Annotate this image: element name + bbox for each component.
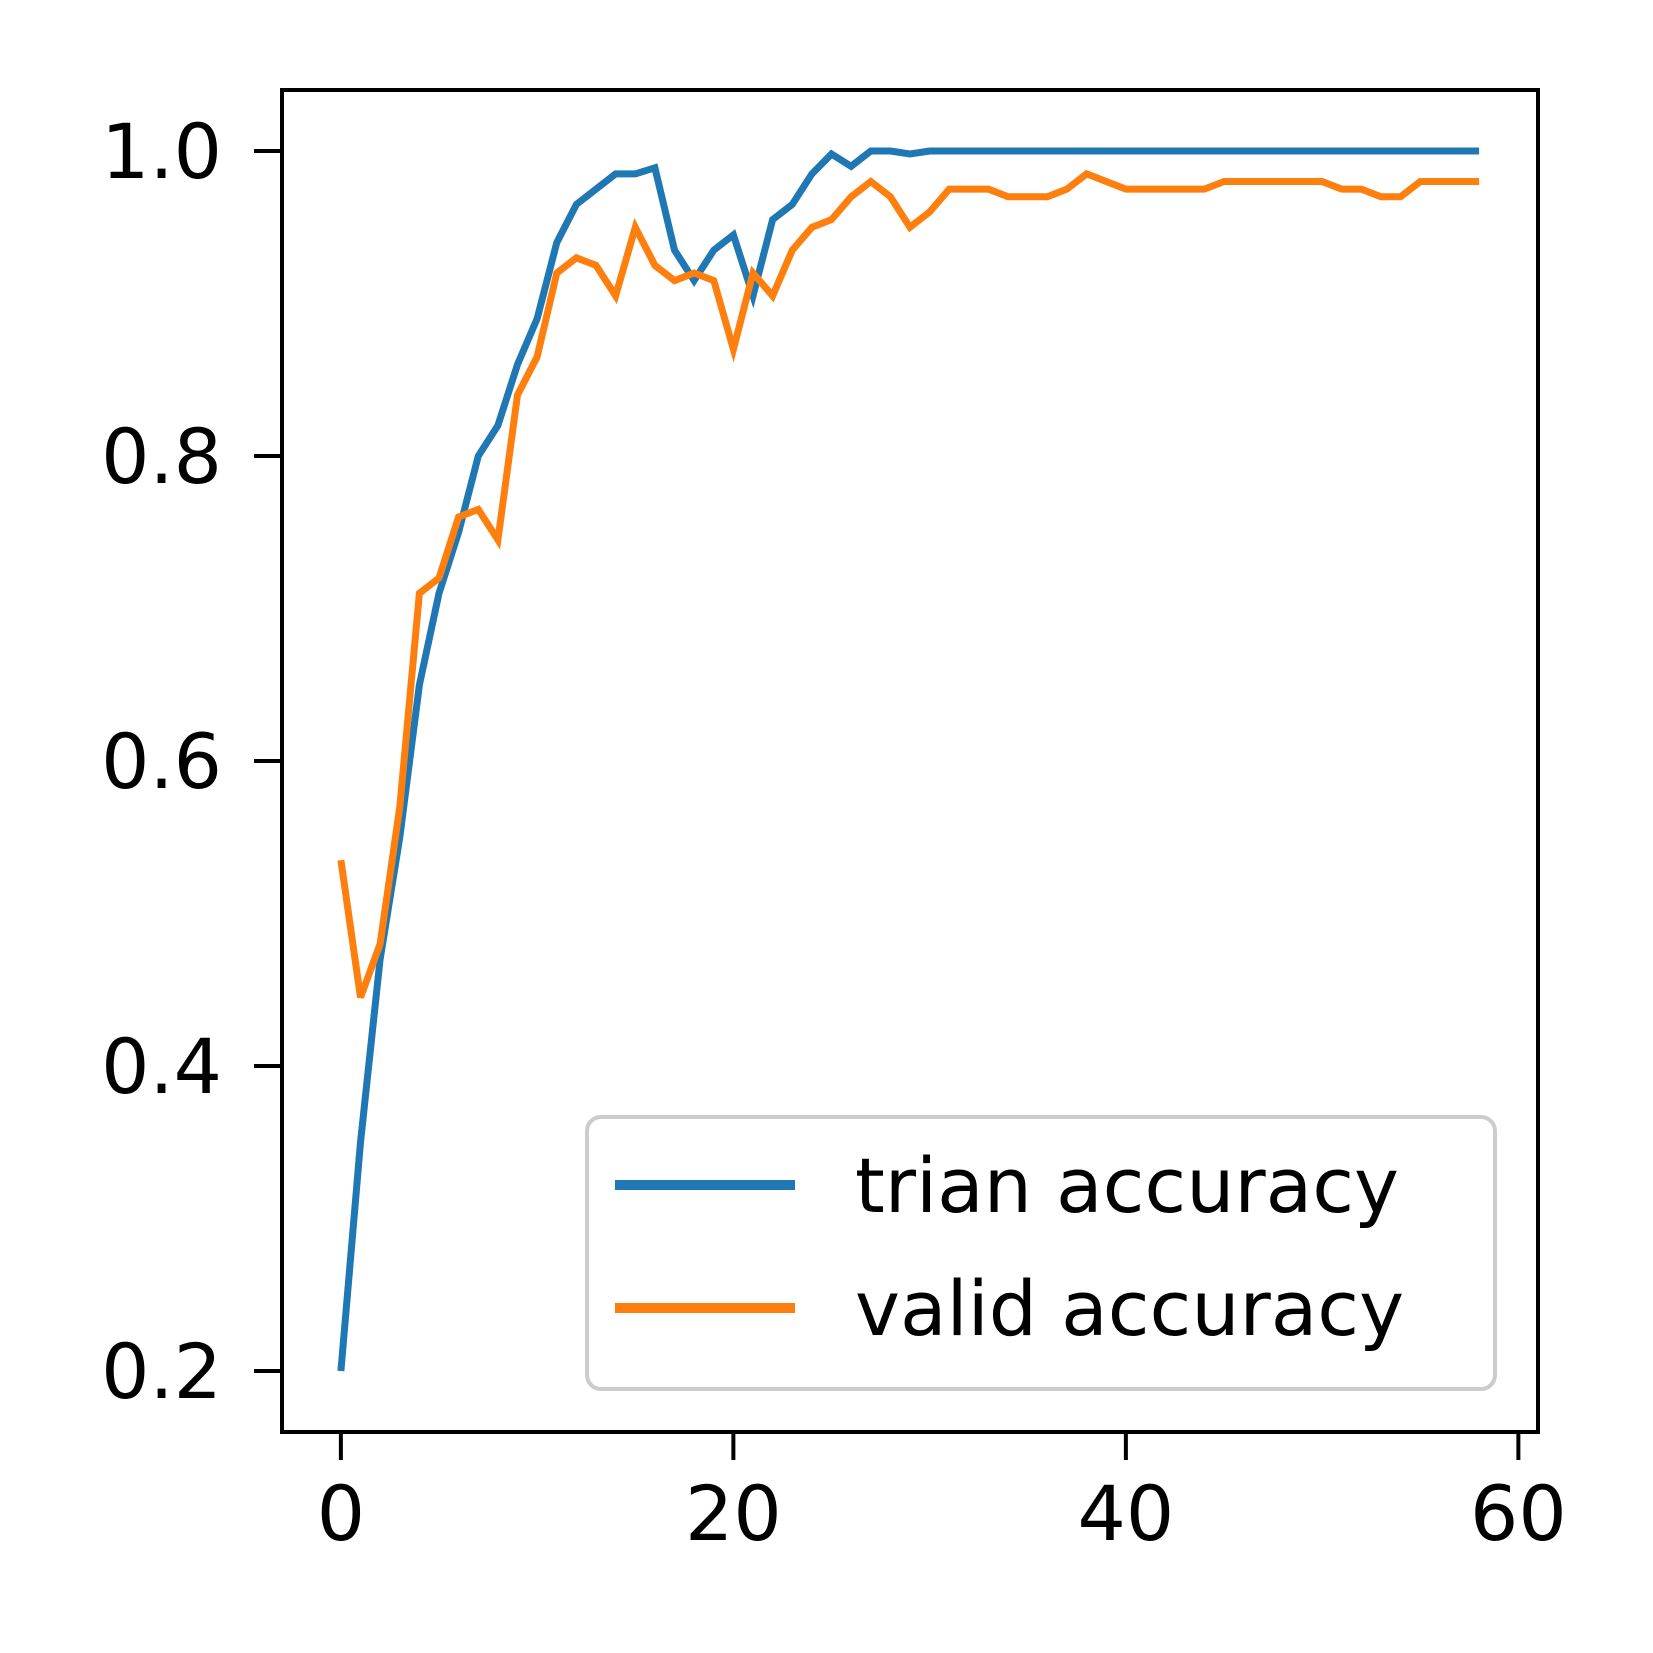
legend-label-train: trian accuracy [855,1141,1399,1230]
y-tick-label: 0.6 [101,717,222,806]
y-tick-label: 0.8 [101,412,222,501]
y-tick-label: 0.4 [101,1022,222,1111]
x-tick-label: 40 [1078,1469,1175,1558]
series-layer [337,147,1480,1372]
legend-label-valid: valid accuracy [855,1264,1404,1353]
x-tick-label: 20 [685,1469,782,1558]
axis-layer: 0 20 40 60 0.2 0.4 0.6 0.8 1.0 [101,107,1567,1558]
series-line-valid-accuracy [337,169,1480,999]
x-tick-label: 0 [317,1469,365,1558]
y-tick-label: 1.0 [101,107,222,196]
y-tick-label: 0.2 [101,1327,222,1416]
legend: trian accuracy valid accuracy [585,1115,1497,1391]
x-tick-label: 60 [1470,1469,1567,1558]
legend-box [585,1115,1497,1391]
series-line-train-accuracy [337,147,1480,1372]
